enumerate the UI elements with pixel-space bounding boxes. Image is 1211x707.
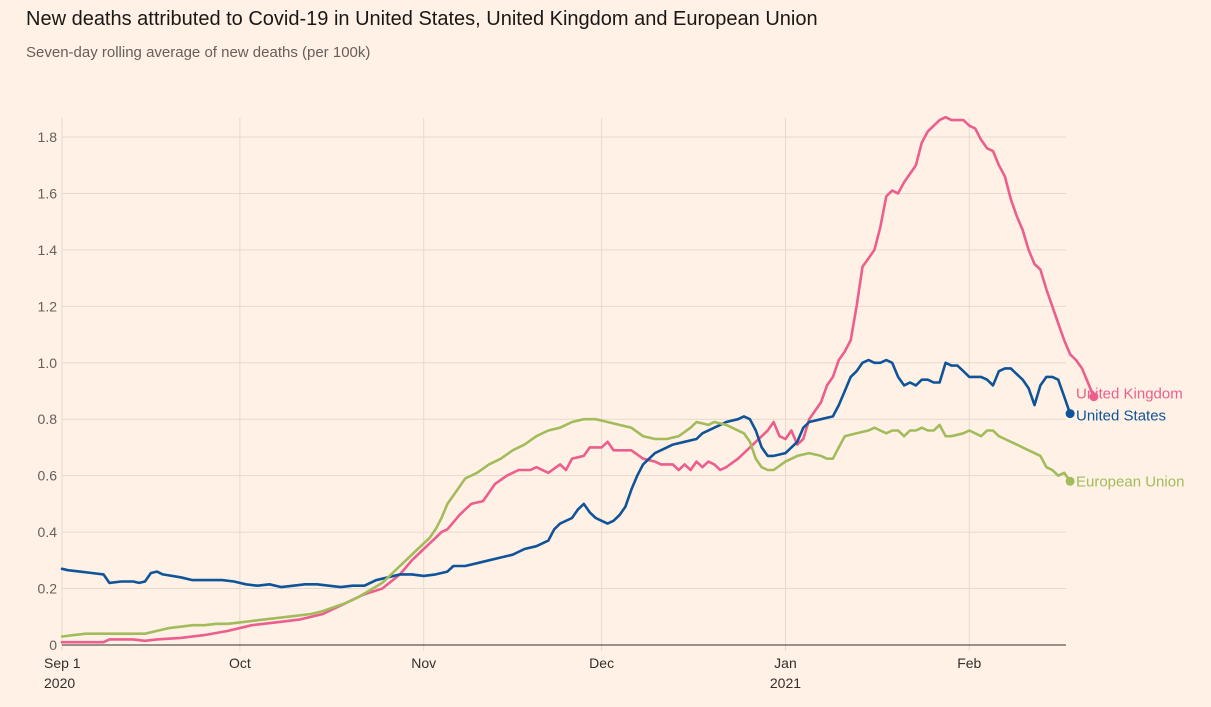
- x-tick-label: Jan: [774, 655, 797, 671]
- series-end-label-united-states: United States: [1076, 408, 1166, 425]
- x-tick-sublabel: 2021: [770, 675, 801, 691]
- series-end-label-united-kingdom: United Kingdom: [1076, 386, 1183, 403]
- series-end-dot-european-union: [1065, 476, 1075, 486]
- x-tick-label: Sep 1: [44, 655, 81, 671]
- series-line-european-union: [60, 417, 1072, 638]
- x-axis-ticks: Sep 1 2020 Oct Nov Dec Jan 2021 Feb: [44, 655, 982, 691]
- y-tick-label: 1.2: [38, 298, 58, 314]
- series-end-label-european-union: European Union: [1076, 473, 1184, 490]
- x-tick-sublabel: 2020: [44, 675, 75, 691]
- x-tick-label: Feb: [957, 655, 981, 671]
- y-tick-label: 0.8: [38, 411, 58, 427]
- vertical-gridlines: [61, 118, 970, 651]
- chart-title: New deaths attributed to Covid-19 in Uni…: [26, 8, 818, 30]
- y-axis-ticks: 0 0.2 0.4 0.6 0.8 1.0 1.2 1.4 1.6 1.8: [38, 129, 58, 653]
- y-tick-label: 0.4: [38, 524, 58, 540]
- y-tick-label: 0: [49, 637, 57, 653]
- y-tick-label: 0.2: [38, 581, 58, 597]
- series-lines: [60, 115, 1099, 644]
- series-line-united-states: [60, 358, 1072, 589]
- series-end-labels: United Kingdom United States European Unio…: [1076, 386, 1184, 491]
- x-tick-label: Nov: [411, 655, 436, 671]
- series-end-dot-united-states: [1065, 409, 1075, 419]
- y-tick-label: 0.6: [38, 468, 58, 484]
- chart-subtitle: Seven-day rolling average of new deaths …: [26, 44, 371, 61]
- y-tick-label: 1.8: [38, 129, 58, 145]
- x-tick-label: Oct: [229, 655, 251, 671]
- series-end-dot-united-kingdom: [1089, 392, 1099, 402]
- x-tick-label: Dec: [589, 655, 614, 671]
- series-line-united-kingdom: [60, 115, 1096, 644]
- y-tick-label: 1.6: [38, 185, 58, 201]
- y-tick-label: 1.4: [38, 242, 58, 258]
- y-tick-label: 1.0: [38, 355, 58, 371]
